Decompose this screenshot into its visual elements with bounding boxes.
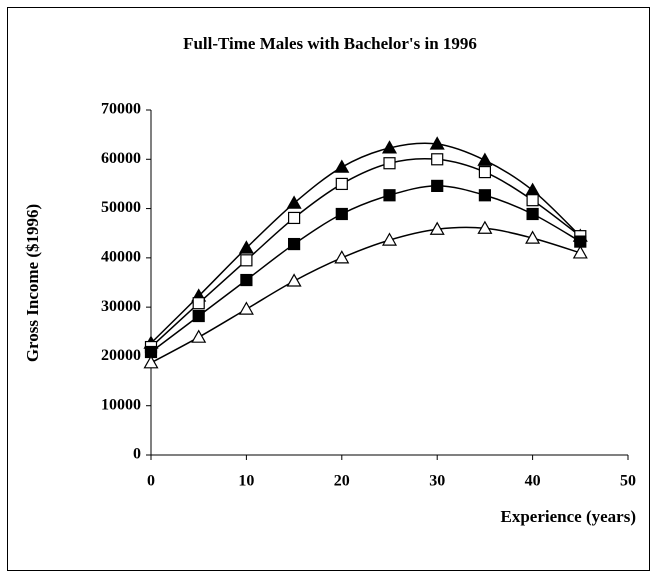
marker <box>572 245 588 259</box>
y-tick-label: 10000 <box>101 396 141 413</box>
x-tick-label: 20 <box>334 473 350 490</box>
x-tick-label: 40 <box>525 473 541 490</box>
marker <box>334 250 350 264</box>
marker <box>240 273 253 287</box>
marker <box>335 177 348 191</box>
marker <box>192 297 205 310</box>
marker <box>478 166 491 179</box>
y-tick-label: 70000 <box>101 101 141 118</box>
marker <box>381 232 398 246</box>
marker <box>288 211 301 225</box>
marker <box>478 189 491 202</box>
marker <box>192 309 205 323</box>
marker <box>334 159 350 173</box>
marker <box>526 194 539 207</box>
marker <box>477 152 493 166</box>
x-tick-label: 10 <box>238 473 254 490</box>
marker <box>240 254 253 267</box>
y-tick-label: 40000 <box>101 249 141 266</box>
marker <box>429 221 445 235</box>
marker <box>431 153 444 166</box>
chart-title: Full-Time Males with Bachelor's in 1996 <box>183 34 477 53</box>
marker <box>335 207 348 221</box>
y-tick-label: 50000 <box>101 199 141 216</box>
marker <box>143 355 159 369</box>
series-line <box>150 226 581 364</box>
x-tick-label: 30 <box>429 473 445 490</box>
y-tick-label: 0 <box>133 446 141 463</box>
series-line <box>150 157 581 348</box>
marker <box>526 207 539 221</box>
series-line <box>150 142 581 344</box>
marker <box>238 240 254 254</box>
y-tick-label: 20000 <box>101 347 141 364</box>
marker <box>286 273 302 287</box>
marker <box>238 301 254 315</box>
marker <box>191 329 207 343</box>
x-axis-label: Experience (years) <box>501 507 636 526</box>
x-tick-label: 0 <box>147 473 155 490</box>
marker <box>286 195 302 209</box>
marker <box>431 179 444 192</box>
marker <box>383 189 396 202</box>
marker <box>429 136 445 150</box>
y-tick-label: 60000 <box>101 150 141 167</box>
y-axis-label: Gross Income ($1996) <box>23 204 42 362</box>
marker <box>525 230 541 244</box>
marker <box>381 140 398 154</box>
y-tick-label: 30000 <box>101 298 141 315</box>
x-tick-label: 50 <box>620 473 636 490</box>
series-line <box>150 185 581 353</box>
marker <box>477 220 493 234</box>
marker <box>383 157 396 170</box>
chart-border <box>7 7 650 571</box>
marker <box>288 237 301 251</box>
